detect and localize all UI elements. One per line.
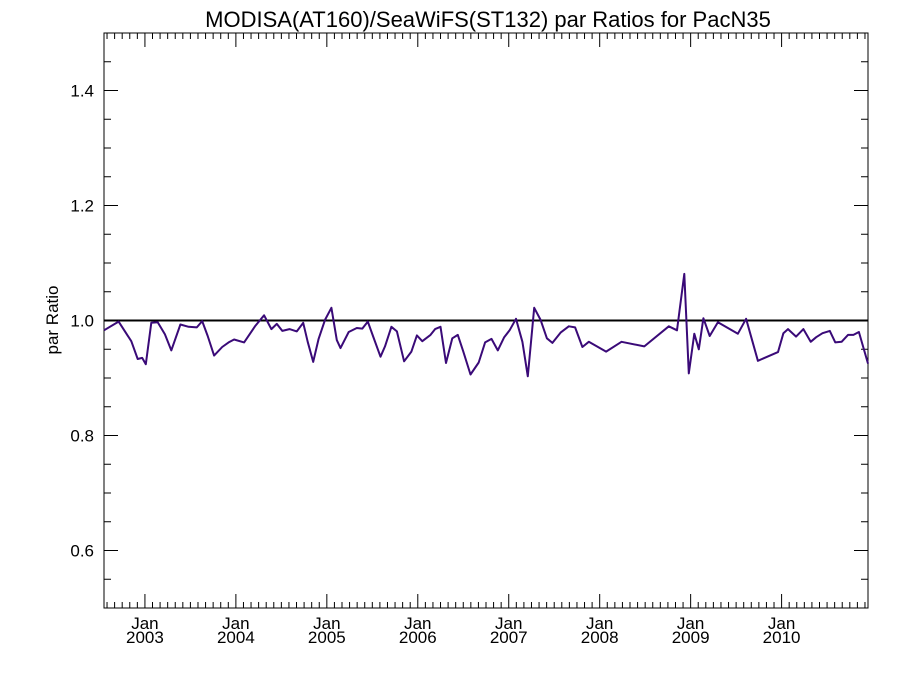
series-line xyxy=(103,272,869,378)
y-tick-label: 1.4 xyxy=(70,82,94,101)
x-tick-month-label: Jan xyxy=(768,614,795,633)
x-tick-month-label: Jan xyxy=(404,614,431,633)
x-tick-month-label: Jan xyxy=(677,614,704,633)
x-tick-year-label: 2009 xyxy=(672,628,710,647)
x-tick-year-label: 2010 xyxy=(763,628,801,647)
x-tick-year-label: 2008 xyxy=(581,628,619,647)
x-tick-month-label: Jan xyxy=(586,614,613,633)
x-tick-year-label: 2007 xyxy=(490,628,528,647)
x-tick-year-label: 2004 xyxy=(217,628,255,647)
y-tick-label: 1.2 xyxy=(70,197,94,216)
x-tick-month-label: Jan xyxy=(222,614,249,633)
x-tick-month-label: Jan xyxy=(495,614,522,633)
y-tick-label: 1.0 xyxy=(70,312,94,331)
x-tick-year-label: 2005 xyxy=(308,628,346,647)
x-tick-year-label: 2006 xyxy=(399,628,437,647)
x-tick-year-label: 2003 xyxy=(126,628,164,647)
x-tick-month-label: Jan xyxy=(131,614,158,633)
x-tick-month-label: Jan xyxy=(313,614,340,633)
chart-title: MODISA(AT160)/SeaWiFS(ST132) par Ratios … xyxy=(205,7,771,32)
y-axis-label: par Ratio xyxy=(43,286,62,355)
y-tick-label: 0.8 xyxy=(70,427,94,446)
y-tick-label: 0.6 xyxy=(70,542,94,561)
